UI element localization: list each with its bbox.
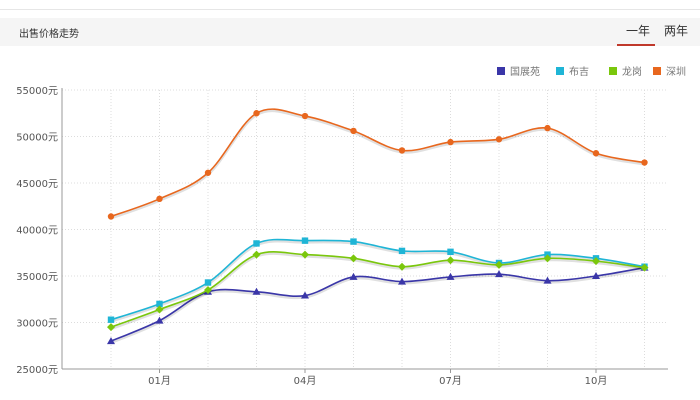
- data-point: [107, 337, 115, 345]
- data-point: [641, 159, 648, 166]
- series-line: [110, 108, 645, 218]
- data-point: [155, 305, 164, 314]
- data-point: [301, 250, 309, 259]
- series-shadow: [110, 251, 645, 331]
- legend-swatch: [556, 67, 564, 75]
- series-shadow: [110, 109, 645, 220]
- legend-swatch: [653, 67, 661, 75]
- data-point: [398, 277, 406, 285]
- data-point: [543, 254, 552, 263]
- data-point: [204, 169, 212, 176]
- data-point: [204, 285, 212, 294]
- data-point: [495, 260, 503, 269]
- chart-header: 出售价格走势 一年 两年: [0, 18, 700, 46]
- data-point: [107, 213, 115, 220]
- series-line: [110, 238, 645, 321]
- data-point: [446, 256, 455, 265]
- y-tick-label: 35000元: [16, 272, 58, 283]
- x-tick-label: 07月: [439, 375, 462, 387]
- y-tick-label: 55000元: [16, 86, 58, 97]
- data-point: [447, 138, 454, 146]
- tab-two-years[interactable]: 两年: [664, 24, 689, 38]
- series-shadow: [110, 267, 645, 344]
- data-point: [204, 279, 212, 286]
- y-tick-label: 25000元: [16, 365, 58, 376]
- y-tick-label: 50000元: [16, 133, 58, 144]
- data-point: [156, 300, 163, 308]
- data-point: [301, 237, 309, 244]
- top-border: [0, 9, 700, 10]
- data-point: [349, 272, 358, 280]
- active-tab-underline: [617, 44, 655, 46]
- data-point: [349, 254, 358, 263]
- legend-label: 布吉: [569, 66, 589, 78]
- data-point: [252, 250, 261, 259]
- tab-one-year[interactable]: 一年: [626, 24, 651, 38]
- data-point: [544, 124, 551, 132]
- legend-swatch: [609, 67, 617, 75]
- data-point: [592, 257, 600, 266]
- data-point: [350, 127, 357, 135]
- data-point: [495, 270, 503, 278]
- data-point: [350, 238, 357, 245]
- y-tick-label: 30000元: [16, 319, 58, 330]
- legend-label: 国展苑: [510, 65, 540, 78]
- series-line: [110, 266, 645, 342]
- data-point: [398, 147, 406, 154]
- data-point: [107, 323, 115, 332]
- data-point: [495, 136, 503, 143]
- data-point: [446, 272, 455, 280]
- data-point: [253, 110, 260, 117]
- data-point: [592, 150, 600, 157]
- data-point: [155, 316, 164, 324]
- data-point: [252, 287, 261, 295]
- y-tick-label: 45000元: [16, 179, 58, 190]
- legend-label: 深圳: [666, 66, 686, 78]
- y-tick-label: 40000元: [16, 226, 58, 237]
- series-shadow: [110, 239, 645, 323]
- data-point: [398, 247, 406, 255]
- data-point: [107, 316, 115, 323]
- x-tick-label: 01月: [148, 375, 171, 387]
- x-tick-label: 10月: [585, 375, 608, 387]
- legend-label: 龙岗: [622, 65, 642, 78]
- data-point: [592, 272, 600, 279]
- series-line: [110, 251, 645, 328]
- data-point: [640, 263, 649, 272]
- data-point: [253, 240, 260, 247]
- legend-swatch: [497, 67, 505, 75]
- data-point: [301, 112, 309, 120]
- data-point: [398, 262, 406, 271]
- data-point: [447, 248, 454, 256]
- x-tick-label: 04月: [294, 375, 317, 387]
- data-point: [543, 276, 552, 284]
- data-point: [301, 291, 309, 299]
- data-point: [156, 195, 163, 203]
- chart-title: 出售价格走势: [19, 29, 79, 40]
